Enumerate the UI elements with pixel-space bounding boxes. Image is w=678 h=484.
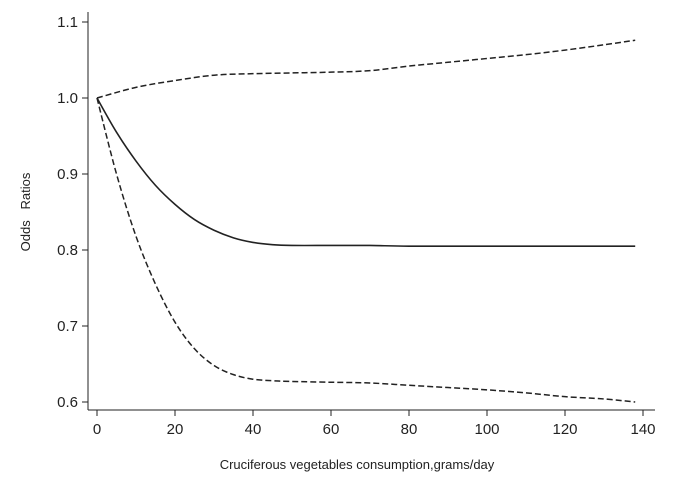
lower-confidence-bound-line <box>96 97 636 403</box>
x-tick-label: 80 <box>401 421 418 438</box>
y-tick-label: 0.6 <box>57 394 78 411</box>
x-tick-label: 60 <box>323 421 340 438</box>
y-tick-label: 0.7 <box>57 318 78 335</box>
x-tick-label: 0 <box>93 421 101 438</box>
series-layer <box>96 39 636 403</box>
upper-confidence-bound-line <box>96 39 636 99</box>
x-tick-label: 100 <box>474 421 499 438</box>
x-tick-label: 140 <box>630 421 655 438</box>
tick-labels: 0 20 40 60 80 100 120 140 0.6 0.7 0.8 0.9 1.0 1.1 <box>57 14 655 438</box>
y-tick-label: 0.8 <box>57 242 78 259</box>
x-tick-label: 40 <box>245 421 262 438</box>
odds-ratio-estimate-line <box>96 97 636 248</box>
y-tick-label: 1.0 <box>57 90 78 107</box>
x-axis-title: Cruciferous vegetables consumption,grams… <box>220 457 495 472</box>
y-axis-title: Odds Ratios <box>18 172 33 251</box>
y-tick-label: 0.9 <box>57 166 78 183</box>
x-tick-label: 120 <box>552 421 577 438</box>
x-tick-label: 20 <box>167 421 184 438</box>
chart-axes <box>82 12 655 416</box>
y-tick-label: 1.1 <box>57 14 78 31</box>
